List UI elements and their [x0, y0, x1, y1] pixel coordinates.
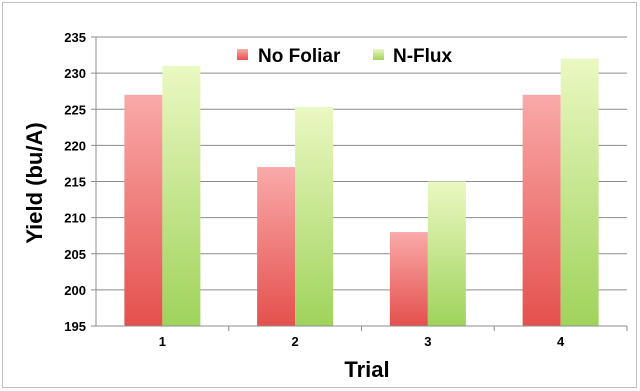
y-tick-label: 225	[64, 102, 86, 117]
y-tick-label: 205	[64, 247, 86, 262]
y-tick-label: 215	[64, 175, 86, 190]
x-tick-label: 2	[292, 334, 299, 349]
legend-label-n-flux: N-Flux	[393, 46, 453, 67]
axes	[95, 37, 628, 331]
x-tick-labels: 1 2 3 4	[159, 334, 565, 349]
x-tick-label: 1	[159, 334, 166, 349]
bar-n-flux-trial-2	[295, 107, 334, 327]
y-tick-label: 195	[64, 319, 86, 334]
bar-n-flux-trial-4	[560, 58, 599, 327]
y-axis-title: Yield (bu/A)	[22, 122, 47, 243]
bar-n-flux-trial-1	[162, 65, 201, 327]
y-tick-label: 210	[64, 211, 86, 226]
legend-swatch-no-foliar	[237, 49, 248, 60]
x-tick-label: 4	[557, 334, 565, 349]
y-tick-label: 220	[64, 138, 86, 153]
y-tick-labels: 195 200 205 210 215 220 225 230 235	[64, 30, 86, 334]
bar-n-flux-trial-3	[427, 181, 466, 326]
legend-swatch-n-flux	[373, 49, 384, 60]
y-tick-label: 235	[64, 30, 86, 45]
y-tick-label: 230	[64, 66, 86, 81]
bar-no-foliar-trial-3	[389, 232, 428, 326]
bars	[124, 58, 599, 327]
bar-no-foliar-trial-2	[257, 167, 296, 326]
legend-label-no-foliar: No Foliar	[258, 46, 341, 67]
bar-no-foliar-trial-1	[124, 94, 163, 326]
x-tick-label: 3	[424, 334, 431, 349]
bar-no-foliar-trial-4	[522, 94, 561, 326]
y-tick-label: 200	[64, 283, 86, 298]
legend: No Foliar N-Flux	[237, 46, 453, 67]
x-axis-title: Trial	[344, 357, 389, 382]
